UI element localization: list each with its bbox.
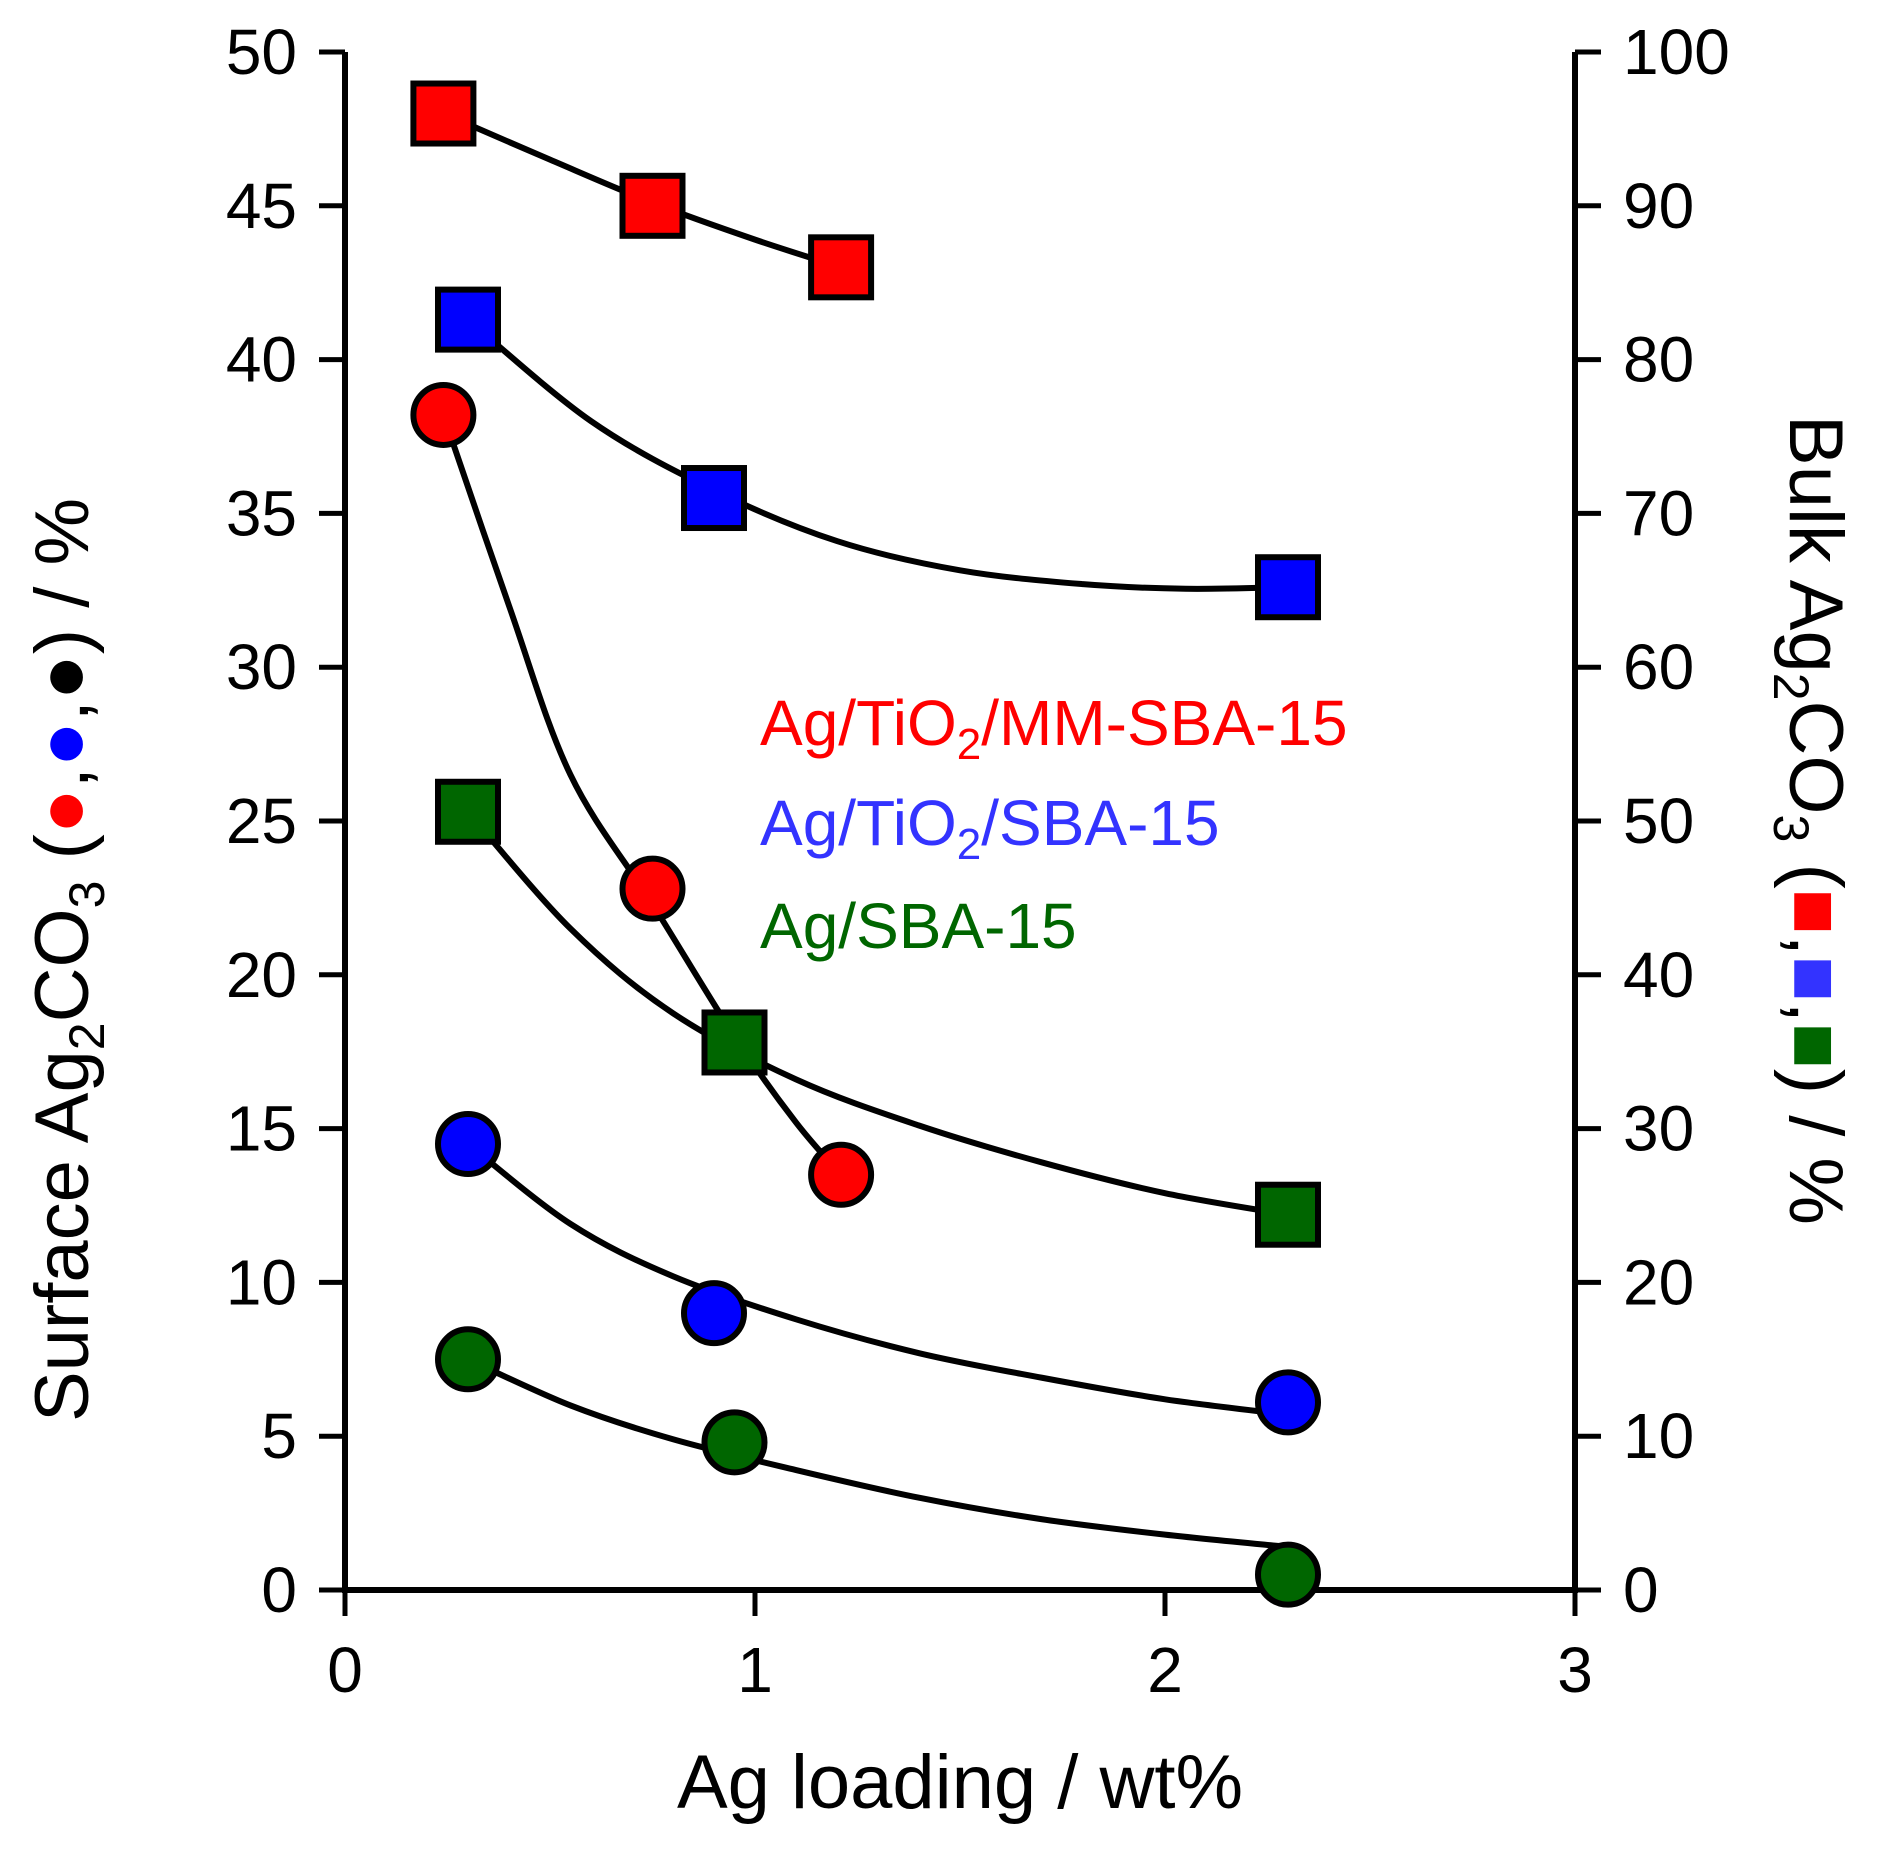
data-point-circle	[681, 1280, 747, 1347]
left-title-open: (	[20, 834, 105, 880]
right-title-close: ) / %	[1773, 1069, 1858, 1225]
right-axis-ticks: 0 10 20 30 40 50 60 70 80 90 100	[1575, 16, 1730, 1626]
left-tick-label: 35	[226, 477, 297, 549]
legend-entry-mm-sba15: Ag/TiO2/MM-SBA-15	[760, 687, 1348, 769]
left-tick-label: 10	[226, 1246, 297, 1318]
fit-curve-4	[466, 1141, 1289, 1418]
red-circle-symbol: ●	[20, 788, 105, 834]
left-tick-label: 20	[226, 939, 297, 1011]
x-tick-label: 2	[1147, 1634, 1183, 1706]
right-tick-label: 30	[1623, 1093, 1694, 1165]
fit-curve-1	[466, 317, 1289, 592]
x-tick-label: 1	[737, 1634, 773, 1706]
data-point-square	[701, 1009, 768, 1076]
right-title-prefix: Bulk Ag	[1773, 415, 1858, 673]
right-title-comma-2: ,	[1773, 1002, 1858, 1023]
data-point-square	[435, 286, 501, 353]
data-point-square	[1255, 1181, 1321, 1248]
x-axis-ticks: 0 1 2 3	[327, 1590, 1593, 1706]
left-axis-ticks: 0 5 10 15 20 25 30 35 40 45 50	[226, 16, 345, 1626]
left-title-close: ) / %	[20, 498, 105, 654]
left-tick-label: 45	[226, 170, 297, 242]
blue-circle-symbol: ●	[20, 721, 105, 767]
right-tick-label: 60	[1623, 631, 1694, 703]
x-tick-label: 3	[1557, 1634, 1593, 1706]
svg-text:Bulk Ag2CO3 (■,■,■) / %: Bulk Ag2CO3 (■,■,■) / %	[1763, 415, 1858, 1225]
data-point-circle	[410, 381, 477, 448]
left-tick-label: 50	[226, 16, 297, 88]
right-tick-label: 80	[1623, 324, 1694, 396]
data-markers	[410, 80, 1321, 1608]
left-title-mid: CO	[20, 908, 105, 1022]
left-title-sub2: 3	[59, 881, 115, 909]
legend-entry-sba15: Ag/SBA-15	[760, 890, 1077, 962]
right-title-open: (	[1773, 842, 1858, 888]
left-tick-label: 5	[261, 1400, 297, 1472]
left-title-prefix: Surface Ag	[20, 1050, 105, 1422]
right-title-sub2: 3	[1763, 815, 1819, 843]
data-point-square	[619, 172, 686, 239]
data-point-circle	[1255, 1369, 1321, 1436]
left-tick-label: 30	[226, 631, 297, 703]
right-tick-label: 0	[1623, 1554, 1659, 1626]
right-tick-label: 100	[1623, 16, 1730, 88]
left-title-comma-1: ,	[20, 767, 105, 788]
data-point-circle	[1255, 1541, 1321, 1608]
right-tick-label: 10	[1623, 1400, 1694, 1472]
data-point-square	[410, 80, 477, 147]
data-point-circle	[808, 1141, 875, 1208]
blue-square-symbol: ■	[1773, 956, 1858, 1002]
left-tick-label: 0	[261, 1554, 297, 1626]
legend-entry-tio2-sba15: Ag/TiO2/SBA-15	[760, 787, 1220, 869]
left-tick-label: 25	[226, 785, 297, 857]
data-point-square	[435, 778, 501, 845]
fit-curve-5	[466, 1356, 1289, 1550]
right-tick-label: 50	[1623, 785, 1694, 857]
left-title-comma-2: ,	[20, 700, 105, 721]
data-point-circle	[619, 855, 686, 922]
left-title-sub: 2	[59, 1022, 115, 1050]
x-axis-title: Ag loading / wt%	[677, 1740, 1243, 1825]
svg-text:Surface Ag2CO3 (●,●,●) / %: Surface Ag2CO3 (●,●,●) / %	[20, 498, 115, 1422]
green-square-symbol: ■	[1773, 1023, 1858, 1069]
black-circle-symbol: ●	[20, 654, 105, 700]
data-point-circle	[435, 1326, 501, 1393]
red-square-symbol: ■	[1773, 889, 1858, 935]
data-point-square	[1255, 554, 1321, 621]
right-title-comma-1: ,	[1773, 935, 1858, 956]
right-tick-label: 40	[1623, 939, 1694, 1011]
left-axis-title: Surface Ag2CO3 (●,●,●) / %	[20, 498, 115, 1422]
left-tick-label: 15	[226, 1093, 297, 1165]
data-point-square	[808, 234, 875, 301]
right-title-sub: 2	[1763, 673, 1819, 701]
data-point-circle	[435, 1110, 501, 1177]
right-tick-label: 70	[1623, 477, 1694, 549]
right-axis-title: Bulk Ag2CO3 (■,■,■) / %	[1763, 415, 1858, 1225]
right-title-mid: CO	[1773, 701, 1858, 815]
left-tick-label: 40	[226, 324, 297, 396]
legend: Ag/TiO2/MM-SBA-15 Ag/TiO2/SBA-15 Ag/SBA-…	[760, 687, 1348, 962]
data-point-square	[681, 465, 747, 532]
fit-curve-2	[465, 809, 1289, 1218]
right-tick-label: 90	[1623, 170, 1694, 242]
right-tick-label: 20	[1623, 1246, 1694, 1318]
x-tick-label: 0	[327, 1634, 363, 1706]
data-point-circle	[701, 1409, 768, 1476]
